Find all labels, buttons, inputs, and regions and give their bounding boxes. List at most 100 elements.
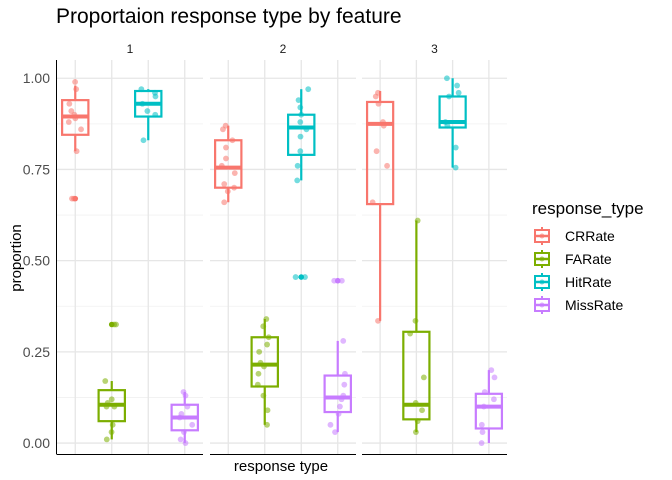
legend-label: FARate	[565, 251, 612, 267]
facet-strip-label: 2	[280, 42, 287, 56]
data-point	[221, 181, 228, 187]
data-point	[223, 155, 229, 162]
legend-label: HitRate	[565, 274, 612, 290]
data-point	[264, 341, 270, 348]
y-axis-label: proportion	[8, 224, 25, 292]
data-point	[260, 323, 267, 330]
box-body	[250, 336, 279, 388]
facet-panel-2: 2	[210, 42, 356, 455]
data-point	[144, 108, 151, 114]
data-point	[138, 86, 145, 93]
data-point	[420, 374, 427, 381]
data-point	[338, 277, 345, 284]
legend-entry-hitrate: HitRate	[534, 273, 612, 291]
y-tick-label: 0.25	[23, 344, 50, 360]
data-point	[294, 162, 301, 169]
data-point	[218, 162, 225, 169]
x-axis-label: response type	[234, 458, 328, 475]
facet-panel-1: 1	[57, 42, 203, 455]
data-point	[231, 184, 238, 191]
data-point	[78, 126, 84, 133]
legend-entry-crrate: CRRate	[534, 227, 615, 245]
data-point	[413, 429, 419, 436]
data-point	[419, 407, 425, 414]
legend-entry-missrate: MissRate	[534, 296, 624, 314]
data-point	[298, 111, 305, 118]
data-point	[220, 126, 226, 133]
data-point	[177, 436, 184, 443]
data-point	[302, 274, 308, 280]
data-point	[102, 378, 109, 384]
data-point	[380, 122, 387, 129]
data-point	[69, 195, 75, 202]
data-point	[181, 429, 187, 436]
legend-key	[534, 250, 550, 268]
data-point	[111, 321, 118, 328]
data-point	[261, 363, 267, 370]
data-point	[221, 199, 228, 206]
box-missrate	[323, 277, 352, 433]
data-point	[491, 396, 497, 403]
data-point	[478, 440, 485, 446]
data-point	[335, 410, 342, 417]
data-point	[109, 421, 116, 428]
y-axis: 0.00 0.25 0.50 0.75 1.00	[23, 60, 57, 455]
data-point	[338, 396, 345, 403]
data-point	[454, 82, 460, 89]
data-point	[340, 338, 347, 344]
data-point	[72, 115, 79, 122]
data-point	[297, 148, 304, 155]
data-point	[341, 381, 348, 388]
data-point	[184, 403, 191, 410]
data-point	[254, 381, 261, 388]
facet-panels: 1 2 3	[57, 42, 507, 455]
data-point	[446, 93, 452, 100]
data-point	[72, 78, 79, 85]
legend-title: response_type	[532, 199, 644, 218]
data-point	[260, 392, 267, 399]
data-point	[375, 100, 382, 107]
box-missrate	[474, 370, 504, 444]
data-point	[73, 148, 80, 155]
facet-panel-3: 3	[362, 42, 507, 455]
data-point	[455, 89, 462, 96]
data-point	[444, 122, 451, 129]
data-point	[373, 148, 380, 155]
facet-strip-label: 3	[431, 42, 438, 56]
box-hitrate	[134, 89, 163, 141]
data-point	[65, 119, 72, 125]
data-point	[255, 370, 262, 377]
data-point	[189, 421, 196, 428]
y-tick-label: 0.50	[23, 253, 50, 269]
data-point	[414, 418, 421, 425]
data-point	[108, 396, 115, 403]
chart-title: Proportaion response type by feature	[56, 5, 402, 28]
data-point	[479, 429, 486, 436]
data-point	[480, 403, 487, 410]
legend-label: CRRate	[565, 228, 615, 244]
data-point	[103, 436, 110, 443]
data-point	[297, 119, 304, 125]
data-point	[491, 374, 498, 381]
data-point	[331, 277, 338, 284]
data-point	[384, 162, 390, 169]
data-point	[452, 144, 459, 151]
data-point	[264, 421, 270, 428]
y-tick-label: 1.00	[23, 70, 50, 86]
legend-key	[534, 273, 550, 291]
data-point	[103, 403, 110, 410]
data-point	[111, 403, 118, 410]
data-point	[303, 126, 310, 133]
data-point	[66, 100, 73, 107]
data-point	[292, 274, 299, 280]
data-point	[257, 359, 264, 366]
data-point	[229, 137, 236, 144]
data-point	[369, 199, 376, 206]
data-point	[231, 170, 238, 176]
data-point	[263, 316, 270, 322]
legend-entry-farate: FARate	[534, 250, 612, 268]
data-point	[414, 217, 421, 224]
box-missrate	[170, 391, 199, 444]
data-point	[265, 334, 272, 341]
